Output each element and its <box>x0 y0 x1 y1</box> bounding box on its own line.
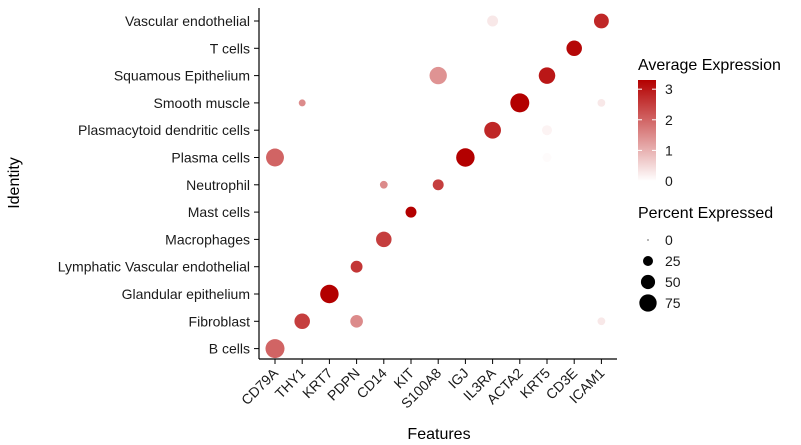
color-legend: Average Expression 3 2 1 0 <box>638 57 781 189</box>
dot-plasmacytoid-dendritic-cells-krt5 <box>541 125 553 136</box>
dot-t-cells-cd3e <box>566 40 582 57</box>
size-legend-label: 75 <box>665 295 681 311</box>
dot-fibroblast-pdpn <box>350 314 363 328</box>
y-tick-label-b-cells: B cells <box>209 341 250 357</box>
dot-marks <box>265 13 609 359</box>
dot-vascular-endothelial-il3ra <box>487 15 499 27</box>
y-tick-label-t-cells: T cells <box>210 40 250 56</box>
dot-lymphatic-vascular-endothelial-pdpn <box>350 260 363 273</box>
dot-smooth-muscle-icam1 <box>597 99 606 107</box>
x-axis-title: Features <box>407 426 470 443</box>
x-tick-label-cd14: CD14 <box>353 365 390 402</box>
y-tick-label-fibroblast: Fibroblast <box>189 313 251 329</box>
dot-squamous-epithelium-krt5 <box>538 67 556 84</box>
dot-smooth-muscle-acta2 <box>510 93 530 113</box>
dot-b-cells-cd79a <box>265 339 285 359</box>
color-legend-label: 1 <box>665 142 673 158</box>
y-tick-label-smooth-muscle: Smooth muscle <box>154 95 251 111</box>
size-legend-dot <box>642 255 654 267</box>
color-legend-label: 2 <box>665 112 673 128</box>
y-tick-label-neutrophil: Neutrophil <box>186 177 250 193</box>
y-axis-tick-labels: Vascular endothelial T cells Squamous Epit… <box>58 13 259 357</box>
dot-macrophages-cd14 <box>376 231 392 248</box>
y-tick-label-plasma-cells: Plasma cells <box>171 150 250 166</box>
size-legend-label: 25 <box>665 253 681 269</box>
size-legend-dot <box>647 239 649 241</box>
dot-vascular-endothelial-icam1 <box>593 13 609 29</box>
dot-plasma-cells-igj <box>456 148 475 167</box>
dot-glandular-epithelium-krt7 <box>320 284 339 304</box>
y-axis-title: Identity <box>6 157 23 209</box>
size-legend-dot <box>640 274 656 290</box>
x-tick-label-thy1: THY1 <box>272 365 309 402</box>
color-legend-title: Average Expression <box>638 57 781 74</box>
dot-plasmacytoid-dendritic-cells-il3ra <box>484 121 501 139</box>
color-legend-label: 3 <box>665 81 673 97</box>
color-legend-label: 0 <box>665 173 673 189</box>
color-legend-bar <box>638 80 656 181</box>
size-legend-dot <box>639 294 657 312</box>
dot-fibroblast-icam1 <box>597 317 606 326</box>
dot-plasma-cells-krt5 <box>542 153 552 162</box>
y-tick-label-glandular-epithelium: Glandular epithelium <box>122 286 250 302</box>
y-tick-label-macrophages: Macrophages <box>165 231 250 247</box>
size-legend-label: 50 <box>665 274 681 290</box>
size-legend-title: Percent Expressed <box>638 205 773 222</box>
dot-plasma-cells-cd79a <box>266 148 284 167</box>
dot-smooth-muscle-thy1 <box>298 99 306 107</box>
dot-fibroblast-thy1 <box>294 313 310 330</box>
y-tick-label-plasmacytoid-dendritic-cells: Plasmacytoid dendritic cells <box>78 122 250 138</box>
dot-neutrophil-s100a8 <box>432 179 444 191</box>
dot-neutrophil-cd14 <box>379 180 388 189</box>
y-tick-label-squamous-epithelium: Squamous Epithelium <box>114 68 250 84</box>
y-tick-label-mast-cells: Mast cells <box>188 204 250 220</box>
y-tick-label-lymphatic-vascular-endothelial: Lymphatic Vascular endothelial <box>58 259 250 275</box>
y-tick-label-vascular-endothelial: Vascular endothelial <box>125 13 250 29</box>
dot-mast-cells-kit <box>405 206 417 218</box>
dot-squamous-epithelium-s100a8 <box>429 66 447 85</box>
size-legend-label: 0 <box>665 232 673 248</box>
size-legend: Percent Expressed 0 25 50 75 <box>638 205 773 312</box>
